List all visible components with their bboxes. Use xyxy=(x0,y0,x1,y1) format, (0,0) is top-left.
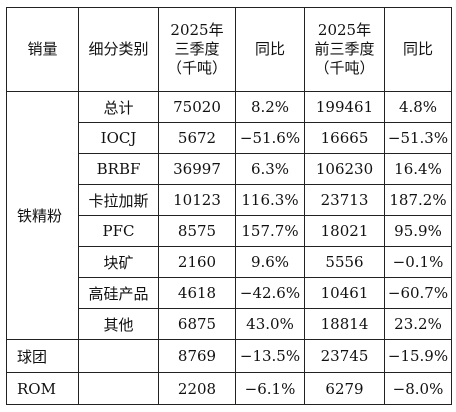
header-yoy-q3: 同比 xyxy=(235,7,305,92)
category-cell: 总计 xyxy=(78,91,159,123)
ytd-yoy-cell: −51.3% xyxy=(384,122,452,154)
ytd-value-cell: 16665 xyxy=(304,122,385,154)
ytd-value-cell: 18814 xyxy=(304,308,385,340)
ytd-value-cell: 23745 xyxy=(304,339,385,373)
q3-yoy-cell: −13.5% xyxy=(235,339,305,373)
table-row: 块矿 2160 9.6% 5556 −0.1% xyxy=(7,246,452,278)
table-row: ROM 2208 −6.1% 6279 −8.0% xyxy=(6,372,452,405)
ytd-yoy-cell: −0.1% xyxy=(384,246,452,278)
header-ytd-line2: 前三季度 xyxy=(314,40,375,58)
iron-ore-sales-table: 销量 细分类别 2025年 三季度 （千吨） 同比 2025年 前三季度 （千吨… xyxy=(6,7,452,405)
category-cell: 其他 xyxy=(78,308,159,340)
ytd-value-cell: 199461 xyxy=(304,91,385,123)
category-cell: 卡拉加斯 xyxy=(78,184,159,216)
header-q3-line1: 2025年 xyxy=(170,21,224,39)
ytd-yoy-cell: −15.9% xyxy=(384,339,452,373)
table-row: 球团 8769 −13.5% 23745 −15.9% xyxy=(6,339,452,373)
q3-yoy-cell: 116.3% xyxy=(235,184,305,216)
category-cell xyxy=(78,339,159,373)
category-cell: PFC xyxy=(78,215,159,247)
ytd-yoy-cell: 23.2% xyxy=(384,308,452,340)
header-q3-line2: 三季度 xyxy=(174,40,220,58)
header-ytd-line1: 2025年 xyxy=(317,21,372,39)
row-label-pellets: 球团 xyxy=(6,339,79,373)
ytd-yoy-cell: 16.4% xyxy=(384,153,452,185)
q3-value-cell: 36997 xyxy=(158,153,236,185)
q3-value-cell: 2208 xyxy=(158,372,236,405)
q3-yoy-cell: 157.7% xyxy=(235,215,305,247)
row-label-rom: ROM xyxy=(6,372,79,405)
q3-yoy-cell: −42.6% xyxy=(235,277,305,309)
table-row: BRBF 36997 6.3% 106230 16.4% xyxy=(7,153,452,185)
ytd-yoy-cell: 95.9% xyxy=(384,215,452,247)
group-label-iron-fines: 铁精粉 xyxy=(6,91,79,340)
header-ytd-2025: 2025年 前三季度 （千吨） xyxy=(304,7,385,92)
category-cell: BRBF xyxy=(78,153,159,185)
q3-yoy-cell: 9.6% xyxy=(235,246,305,278)
q3-value-cell: 6875 xyxy=(158,308,236,340)
category-cell: 高硅产品 xyxy=(78,277,159,309)
ytd-value-cell: 10461 xyxy=(304,277,385,309)
header-subcategory: 细分类别 xyxy=(78,7,159,92)
q3-value-cell: 8769 xyxy=(158,339,236,373)
q3-value-cell: 10123 xyxy=(158,184,236,216)
ytd-value-cell: 106230 xyxy=(304,153,385,185)
header-q3-2025: 2025年 三季度 （千吨） xyxy=(158,7,236,92)
table-row: 高硅产品 4618 −42.6% 10461 −60.7% xyxy=(7,277,452,309)
ytd-yoy-cell: −60.7% xyxy=(384,277,452,309)
ytd-value-cell: 5556 xyxy=(304,246,385,278)
q3-value-cell: 5672 xyxy=(158,122,236,154)
q3-value-cell: 75020 xyxy=(158,91,236,123)
q3-yoy-cell: 43.0% xyxy=(235,308,305,340)
ytd-value-cell: 23713 xyxy=(304,184,385,216)
ytd-value-cell: 18021 xyxy=(304,215,385,247)
q3-yoy-cell: 6.3% xyxy=(235,153,305,185)
table-row: 铁精粉 总计 75020 8.2% 199461 4.8% xyxy=(6,91,452,340)
category-cell: 块矿 xyxy=(78,246,159,278)
header-sales: 销量 xyxy=(6,7,79,92)
ytd-yoy-cell: −8.0% xyxy=(384,372,452,405)
table-row: IOCJ 5672 −51.6% 16665 −51.3% xyxy=(7,122,452,154)
ytd-value-cell: 6279 xyxy=(304,372,385,405)
table-row: PFC 8575 157.7% 18021 95.9% xyxy=(7,215,452,247)
header-row: 销量 细分类别 2025年 三季度 （千吨） 同比 2025年 前三季度 （千吨… xyxy=(6,7,452,92)
q3-value-cell: 2160 xyxy=(158,246,236,278)
ytd-yoy-cell: 187.2% xyxy=(384,184,452,216)
ytd-yoy-cell: 4.8% xyxy=(384,91,452,123)
table-row: 卡拉加斯 10123 116.3% 23713 187.2% xyxy=(7,184,452,216)
q3-value-cell: 8575 xyxy=(158,215,236,247)
category-cell: IOCJ xyxy=(78,122,159,154)
q3-value-cell: 4618 xyxy=(158,277,236,309)
q3-yoy-cell: −6.1% xyxy=(235,372,305,405)
header-yoy-ytd: 同比 xyxy=(384,7,452,92)
q3-yoy-cell: 8.2% xyxy=(235,91,305,123)
category-cell xyxy=(78,372,159,405)
q3-yoy-cell: −51.6% xyxy=(235,122,305,154)
header-ytd-line3: （千吨） xyxy=(314,59,375,77)
header-q3-line3: （千吨） xyxy=(166,59,227,77)
